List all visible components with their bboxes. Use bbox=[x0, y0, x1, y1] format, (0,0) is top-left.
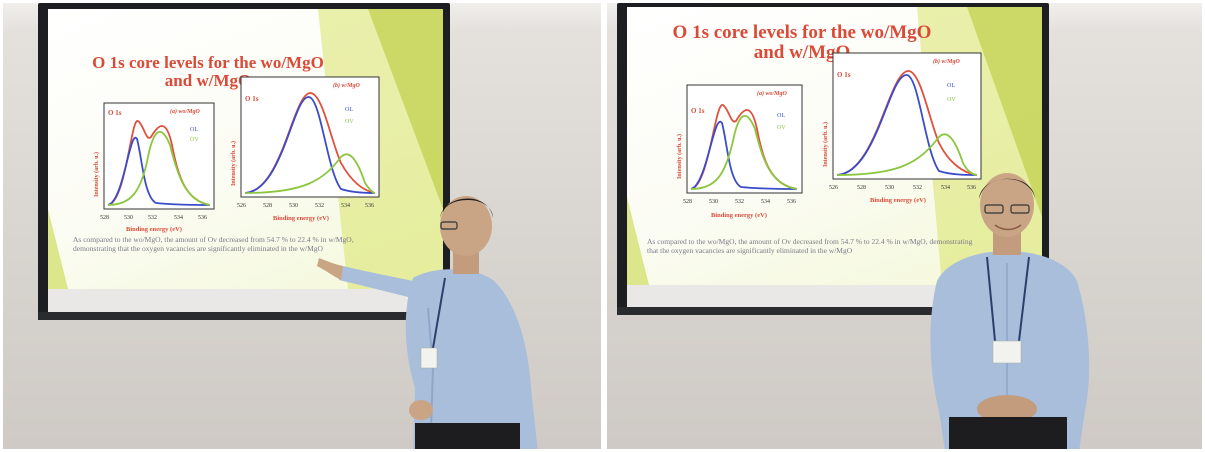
slide-title: O 1s core levels for the wo/MgO and w/Mg… bbox=[88, 54, 328, 90]
plot-a-legend-ol: OL bbox=[777, 113, 785, 119]
projected-slide: O 1s core levels for the wo/MgO and w/Mg… bbox=[48, 9, 443, 289]
plot-a-tick-3: 534 bbox=[174, 215, 183, 221]
screen-bottom-bar bbox=[617, 307, 1049, 315]
slide-title-line1: O 1s core levels for the wo/MgO bbox=[92, 53, 324, 72]
plot-b-ylabel: Intensity (arb. u.) bbox=[822, 122, 829, 167]
plot-b-xlabel: Binding energy (eV) bbox=[870, 197, 926, 204]
slide-title-line2: and w/MgO bbox=[164, 70, 252, 90]
photo-presenter-standing: O 1s core levels for the wo/MgO and w/Mg… bbox=[607, 3, 1202, 449]
plot-b-xlabel: Binding energy (eV) bbox=[273, 215, 329, 222]
plot-a-tick-4: 536 bbox=[787, 199, 796, 205]
plot-b-tick-2: 530 bbox=[289, 203, 298, 209]
plot-b-tick-4: 534 bbox=[941, 185, 950, 191]
plot-a-panel-label: (a) wo/MgO bbox=[170, 108, 201, 115]
presenter-person bbox=[317, 196, 538, 449]
plot-b-panel-label: (b) w/MgO bbox=[333, 82, 361, 89]
plot-b-tick-3: 532 bbox=[913, 185, 922, 191]
plot-b-ylabel: Intensity (arb. u.) bbox=[230, 141, 237, 186]
plot-a-ylabel: Intensity (arb. u.) bbox=[676, 134, 683, 179]
plot-b-tick-5: 536 bbox=[365, 203, 374, 209]
plot-a-legend-ov: OV bbox=[190, 137, 199, 143]
plot-a-tick-2: 532 bbox=[735, 199, 744, 205]
plot-a-xlabel: Binding energy (eV) bbox=[126, 226, 182, 233]
plot-a-tick-0: 528 bbox=[683, 199, 692, 205]
plot-a-ylabel: Intensity (arb. u.) bbox=[93, 152, 100, 197]
plot-b-tick-2: 530 bbox=[885, 185, 894, 191]
plot-b-tick-1: 528 bbox=[857, 185, 866, 191]
plot-b-legend-ol: OL bbox=[947, 83, 955, 89]
plot-a-tick-4: 536 bbox=[198, 215, 207, 221]
plot-a-tick-1: 530 bbox=[709, 199, 718, 205]
plot-a-legend-ov: OV bbox=[777, 125, 786, 131]
plot-b-legend-ol: OL bbox=[345, 107, 353, 113]
slide-title: O 1s core levels for the wo/MgO and w/Mg… bbox=[672, 23, 932, 63]
xps-plot-a: (a) wo/MgO O 1s OL OV Intensity (arb. u.… bbox=[676, 84, 803, 219]
plot-b-tick-4: 534 bbox=[341, 203, 350, 209]
xps-plot-b: (b) w/MgO O 1s OL OV Intensity (arb. u.)… bbox=[230, 76, 380, 222]
plot-a-tick-0: 528 bbox=[100, 215, 109, 221]
presenter-person bbox=[930, 173, 1090, 449]
photo-presenter-pointing: O 1s core levels for the wo/MgO and w/Mg… bbox=[3, 3, 601, 449]
plot-b-tick-1: 528 bbox=[263, 203, 272, 209]
plot-a-corner-label: O 1s bbox=[691, 107, 705, 115]
plot-a-xlabel: Binding energy (eV) bbox=[711, 212, 767, 219]
xps-plot-b: (b) w/MgO O 1s OL OV Intensity (arb. u.)… bbox=[822, 52, 982, 204]
plot-b-corner-label: O 1s bbox=[245, 95, 259, 103]
plot-a-tick-2: 532 bbox=[148, 215, 157, 221]
plot-a-panel-label: (a) wo/MgO bbox=[757, 90, 788, 97]
plot-a-tick-3: 534 bbox=[761, 199, 770, 205]
plot-b-panel-label: (b) w/MgO bbox=[933, 58, 961, 65]
screen-bottom-bar bbox=[38, 312, 450, 320]
plot-b-legend-ov: OV bbox=[345, 119, 354, 125]
plot-b-tick-3: 532 bbox=[315, 203, 324, 209]
plot-b-tick-5: 536 bbox=[967, 185, 976, 191]
plot-b-tick-0: 526 bbox=[829, 185, 838, 191]
slide-title-line1: O 1s core levels for the wo/MgO bbox=[672, 22, 932, 43]
xps-plot-a: (a) wo/MgO O 1s OL OV Intensity (arb. u.… bbox=[93, 102, 215, 233]
screen-bottom-border bbox=[48, 289, 443, 313]
slide-body-text: As compared to the wo/MgO, the amount of… bbox=[73, 235, 354, 254]
slide-title-line2: and w/MgO bbox=[753, 41, 851, 63]
plot-a-legend-ol: OL bbox=[190, 127, 198, 133]
plot-b-corner-label: O 1s bbox=[837, 71, 851, 79]
plot-a-corner-label: O 1s bbox=[108, 109, 122, 117]
plot-b-legend-ov: OV bbox=[947, 97, 956, 103]
plot-a-tick-1: 530 bbox=[124, 215, 133, 221]
plot-b-tick-0: 526 bbox=[237, 203, 246, 209]
projected-slide: O 1s core levels for the wo/MgO and w/Mg… bbox=[627, 7, 1042, 285]
slide-body-text: As compared to the wo/MgO, the amount of… bbox=[647, 237, 973, 256]
